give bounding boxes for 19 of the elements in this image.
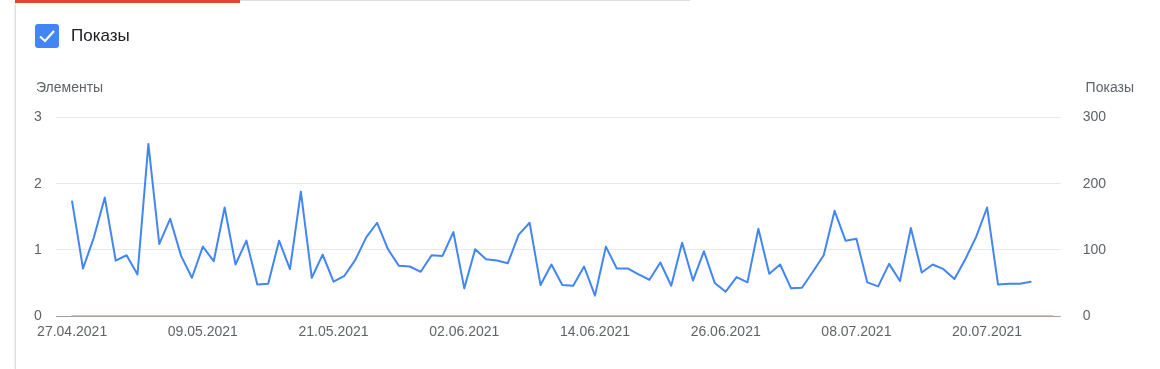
y-tick-label: 3 bbox=[33, 108, 42, 125]
x-tick-label: 02.06.2021 bbox=[429, 323, 500, 340]
legend-label: Показы bbox=[71, 26, 130, 46]
y2-tick-label: 100 bbox=[1082, 240, 1107, 257]
y2-tick-label: 0 bbox=[1082, 307, 1091, 324]
y-axis-title: Элементы bbox=[36, 79, 104, 95]
x-tick-label: 08.07.2021 bbox=[821, 323, 892, 340]
x-tick-label: 09.05.2021 bbox=[167, 323, 239, 340]
y2-tick-label: 300 bbox=[1082, 108, 1107, 125]
x-tick-label: 26.06.2021 bbox=[690, 323, 761, 340]
y-tick-label: 2 bbox=[33, 174, 42, 191]
y-tick-label: 0 bbox=[33, 307, 42, 324]
y2-tick-label: 200 bbox=[1082, 174, 1107, 191]
y2-axis-title: Показы bbox=[1085, 79, 1134, 95]
x-tick-label: 27.04.2021 bbox=[37, 323, 108, 340]
x-tick-label: 21.05.2021 bbox=[298, 323, 369, 340]
y-tick-label: 1 bbox=[33, 240, 42, 257]
x-tick-label: 20.07.2021 bbox=[952, 323, 1023, 340]
x-tick-label: 14.06.2021 bbox=[559, 323, 631, 340]
